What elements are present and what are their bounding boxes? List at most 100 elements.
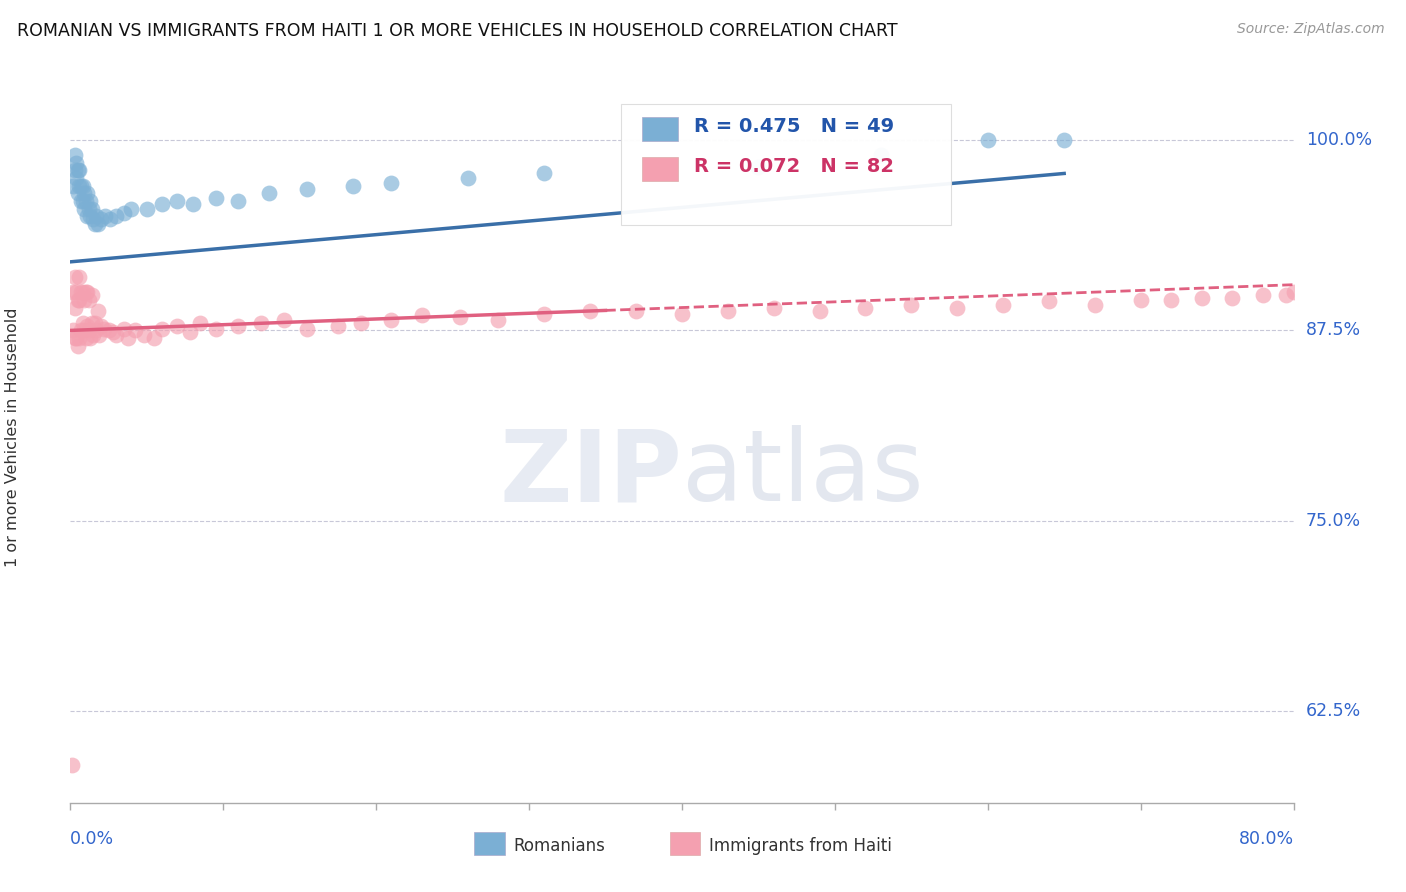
Point [72, 316, 94, 330]
Point [150, 197, 173, 211]
Text: Immigrants from Haiti: Immigrants from Haiti [709, 837, 891, 855]
Point [342, 178, 364, 193]
Point [63, 270, 86, 285]
Point [257, 186, 280, 201]
Point [326, 318, 349, 333]
Point [69, 163, 91, 178]
Point [1251, 288, 1274, 302]
Point [640, 166, 662, 180]
Point [228, 318, 250, 333]
Text: ZIP: ZIP [499, 425, 682, 522]
Point [69, 293, 91, 307]
Point [179, 325, 201, 339]
Point [117, 331, 139, 345]
Point [166, 194, 188, 208]
Point [84, 323, 107, 337]
Text: 100.0%: 100.0% [1306, 131, 1372, 149]
Point [79, 194, 101, 208]
Point [77, 323, 100, 337]
Point [75, 194, 97, 208]
Point [135, 202, 157, 216]
Point [93, 322, 115, 336]
Text: 1 or more Vehicles in Household: 1 or more Vehicles in Household [4, 308, 20, 566]
Text: 0.0%: 0.0% [70, 830, 114, 848]
Point [188, 316, 211, 330]
Point [1275, 288, 1298, 302]
Point [80, 316, 103, 330]
Point [250, 316, 273, 330]
Point [87, 303, 110, 318]
Point [1038, 294, 1060, 309]
FancyBboxPatch shape [474, 831, 505, 855]
Point [73, 293, 96, 307]
Point [1160, 293, 1182, 307]
Point [97, 323, 120, 337]
Point [1191, 292, 1213, 306]
Point [204, 191, 226, 205]
Point [297, 322, 319, 336]
Point [228, 194, 250, 208]
Point [671, 307, 693, 321]
Point [1313, 282, 1336, 296]
Point [762, 301, 785, 315]
FancyBboxPatch shape [621, 104, 950, 225]
Point [101, 325, 124, 339]
Point [90, 212, 112, 227]
Text: Romanians: Romanians [513, 837, 605, 855]
Point [69, 178, 91, 193]
Text: ROMANIAN VS IMMIGRANTS FROM HAITI 1 OR MORE VEHICLES IN HOUSEHOLD CORRELATION CH: ROMANIAN VS IMMIGRANTS FROM HAITI 1 OR M… [17, 22, 897, 40]
Point [946, 301, 969, 315]
Point [991, 297, 1014, 311]
Point [80, 202, 103, 216]
Point [82, 328, 104, 343]
Point [84, 209, 107, 223]
Point [624, 303, 647, 318]
Point [143, 331, 166, 345]
Point [105, 209, 128, 223]
Point [1329, 285, 1351, 300]
FancyBboxPatch shape [641, 117, 678, 141]
Point [72, 285, 94, 300]
Point [121, 202, 143, 216]
Point [66, 338, 89, 352]
Point [1220, 292, 1243, 306]
Point [66, 163, 89, 178]
Text: 87.5%: 87.5% [1306, 321, 1361, 340]
Point [63, 148, 86, 162]
Point [94, 209, 117, 223]
Point [76, 285, 98, 300]
Point [70, 323, 93, 337]
Point [79, 209, 101, 223]
Point [869, 148, 891, 162]
Point [166, 318, 188, 333]
Point [411, 308, 433, 322]
Point [76, 318, 98, 333]
Point [90, 318, 112, 333]
Point [82, 212, 104, 227]
Text: atlas: atlas [682, 425, 924, 522]
Point [112, 322, 135, 336]
Point [76, 209, 98, 223]
Point [380, 176, 402, 190]
Point [80, 288, 103, 302]
Point [65, 155, 87, 169]
Point [62, 178, 84, 193]
Point [77, 293, 100, 307]
Point [204, 322, 226, 336]
Point [87, 217, 110, 231]
Point [77, 202, 100, 216]
Point [533, 307, 555, 321]
Point [181, 197, 204, 211]
Point [83, 217, 105, 231]
Point [62, 323, 84, 337]
Point [63, 331, 86, 345]
Text: R = 0.475   N = 49: R = 0.475 N = 49 [695, 117, 894, 136]
Point [1084, 297, 1107, 311]
Text: R = 0.072   N = 82: R = 0.072 N = 82 [695, 157, 894, 176]
Point [747, 161, 769, 175]
Point [89, 328, 111, 343]
Point [73, 202, 96, 216]
Text: 62.5%: 62.5% [1306, 702, 1361, 721]
Point [76, 186, 98, 201]
Point [63, 301, 86, 315]
